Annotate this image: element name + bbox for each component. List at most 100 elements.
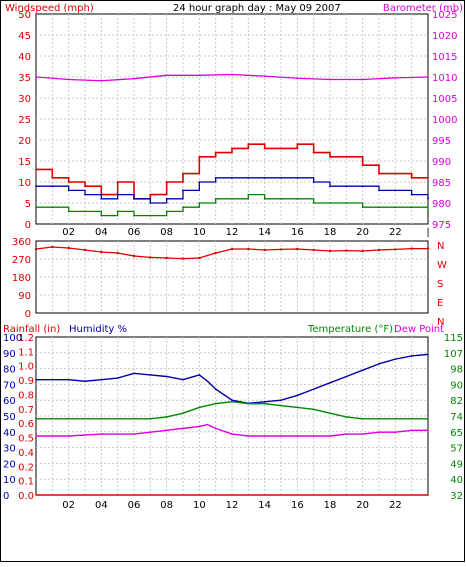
temperature-tick-label: 57 xyxy=(450,444,463,455)
humidity-point xyxy=(206,380,209,383)
windspeed-tick-label: 25 xyxy=(18,115,31,126)
humidity-grid xyxy=(36,337,428,495)
humidity-point xyxy=(133,372,135,375)
dew_point-point xyxy=(329,435,331,437)
humidity-tick-label: 0 xyxy=(3,491,9,502)
wind_low-point xyxy=(280,197,282,200)
humidity-point xyxy=(214,388,217,390)
compass-label: E xyxy=(437,298,443,309)
temperature-y-ticks: 32 40 49 57 65 74 82 90 98 107 115 xyxy=(444,333,463,502)
temperature-point xyxy=(100,418,103,420)
humidity-tick-label: 40 xyxy=(3,428,16,439)
direction-point xyxy=(410,247,413,250)
wind_avg-point xyxy=(345,185,348,188)
hour-tick-label: 04 xyxy=(95,227,108,238)
gust-point xyxy=(378,172,380,175)
wind_avg-point xyxy=(410,193,413,196)
temperature-tick-label: 115 xyxy=(444,333,463,344)
wind_avg-point xyxy=(280,176,282,179)
direction-degree-label: 0 xyxy=(25,309,31,320)
humidity-point xyxy=(149,374,152,376)
wind_avg-line xyxy=(36,177,429,204)
barometer-tick-label: 995 xyxy=(432,136,451,147)
gust-point xyxy=(312,151,315,154)
windspeed-tick-label: 35 xyxy=(18,73,31,84)
hour-tick-label: 10 xyxy=(193,227,206,238)
temperature-point xyxy=(427,418,429,420)
rainfall-point xyxy=(35,494,37,496)
wind_low-point xyxy=(312,202,315,204)
barometer-point xyxy=(165,74,168,77)
direction-point xyxy=(426,247,430,250)
gust-point xyxy=(410,176,413,179)
wind_avg-point xyxy=(231,176,233,179)
wind_avg-point xyxy=(378,189,380,192)
barometer-point xyxy=(35,76,37,78)
dew-point-axis-label: Dew Point xyxy=(394,324,444,335)
humidity-point xyxy=(378,363,380,365)
windspeed-tick-label: 5 xyxy=(25,199,31,210)
direction-point xyxy=(116,251,119,255)
humidity-tick-label: 20 xyxy=(3,459,16,470)
dew_point-point xyxy=(100,433,103,435)
gust-point xyxy=(51,176,54,179)
barometer-point xyxy=(263,75,266,78)
gust-point xyxy=(345,155,348,158)
windspeed-axis-label: Windspeed (mph) xyxy=(5,3,94,14)
wind-grid xyxy=(36,14,428,224)
direction-point xyxy=(67,246,70,250)
barometer-tick-label: 1010 xyxy=(432,73,457,84)
hour-tick-label: 20 xyxy=(356,500,369,511)
humidity-point xyxy=(84,380,86,383)
rainfall-axis-label: Rainfall (in) xyxy=(3,324,60,335)
wind_avg-point xyxy=(312,181,315,183)
dew_point-point xyxy=(263,435,266,437)
dew_point-point xyxy=(247,435,250,437)
barometer-point xyxy=(427,76,429,78)
humidity-point xyxy=(361,369,364,371)
dew_point-point xyxy=(182,427,184,430)
hour-tick-label: 10 xyxy=(193,500,206,511)
gust-point xyxy=(165,181,168,183)
dew_point-point xyxy=(35,435,37,437)
hour-tick-label: 18 xyxy=(324,500,337,511)
temperature-point xyxy=(410,418,413,420)
wind_avg-point xyxy=(100,197,103,200)
rainfall-tick-label: 0.4 xyxy=(18,448,34,459)
chart-title: 24 hour graph day : May 09 2007 xyxy=(173,3,341,14)
direction-series xyxy=(34,245,430,260)
temperature-point xyxy=(182,412,184,414)
rainfall-tick-label: 1.0 xyxy=(18,362,34,373)
gust-point xyxy=(296,143,299,146)
direction-point xyxy=(394,248,397,251)
wind_low-point xyxy=(67,210,70,213)
hour-tick-label: 06 xyxy=(128,500,141,511)
temperature-tick-label: 107 xyxy=(444,349,463,360)
gust-point xyxy=(198,155,201,158)
direction-degree-label: 360 xyxy=(12,237,31,248)
humidity-point xyxy=(198,374,201,376)
rainfall-tick-label: 1.1 xyxy=(18,347,34,358)
direction-point xyxy=(279,248,283,251)
wind_low-line xyxy=(36,193,429,217)
wind_low-point xyxy=(410,206,413,209)
direction-point xyxy=(198,256,201,260)
temperature-tick-label: 65 xyxy=(450,428,463,439)
barometer-tick-label: 1000 xyxy=(432,115,457,126)
wind-x-ticks: 02 04 06 08 10 12 14 16 18 20 22 | xyxy=(62,227,429,238)
rainfall-tick-label: 0.1 xyxy=(18,477,34,488)
wind_avg-point xyxy=(214,176,217,179)
wind_low-point xyxy=(329,202,331,204)
barometer-point xyxy=(100,79,103,82)
gust-point xyxy=(149,193,152,196)
humidity-tick-label: 60 xyxy=(3,396,16,407)
temperature-point xyxy=(296,406,299,409)
wind_avg-point xyxy=(149,202,152,204)
humidity-point xyxy=(280,399,282,402)
direction-point xyxy=(83,248,87,252)
wind_low-point xyxy=(361,206,364,209)
windspeed-tick-label: 0 xyxy=(25,220,31,231)
